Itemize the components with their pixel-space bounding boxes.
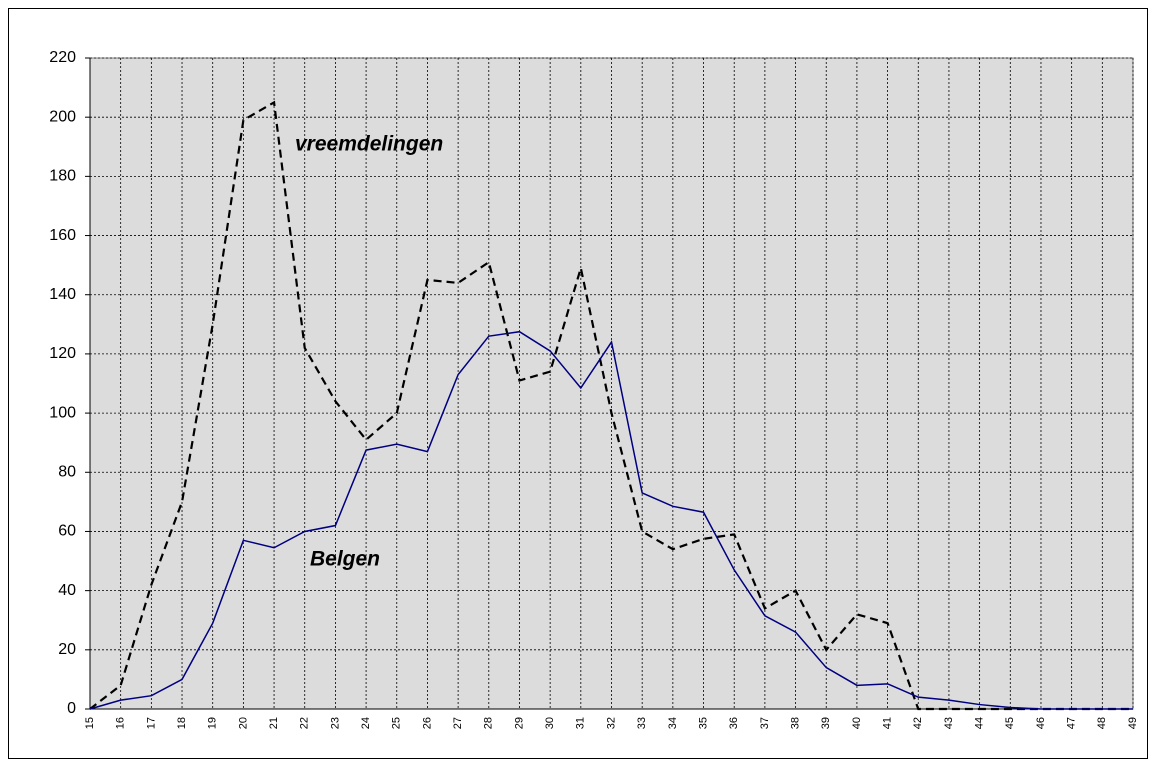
- x-tick-label: 31: [575, 717, 587, 729]
- x-tick-label: 45: [1004, 717, 1016, 729]
- series-annotation: Belgen: [310, 548, 380, 571]
- x-tick-label: 42: [912, 717, 924, 729]
- y-tick-label: 100: [49, 404, 76, 421]
- x-tick-label: 43: [943, 717, 955, 729]
- x-tick-label: 35: [697, 717, 709, 729]
- y-tick-label: 80: [58, 463, 76, 480]
- x-tick-label: 23: [329, 717, 341, 729]
- x-tick-label: 33: [636, 717, 648, 729]
- x-tick-label: 17: [145, 717, 157, 729]
- x-tick-label: 15: [84, 717, 96, 729]
- x-tick-label: 25: [391, 717, 403, 729]
- y-tick-label: 220: [49, 49, 76, 66]
- y-tick-label: 180: [49, 168, 76, 185]
- x-tick-label: 16: [115, 717, 127, 729]
- x-tick-label: 40: [851, 717, 863, 729]
- y-tick-label: 200: [49, 108, 76, 125]
- x-tick-label: 41: [881, 717, 893, 729]
- x-tick-label: 18: [176, 717, 188, 729]
- x-tick-label: 47: [1066, 717, 1078, 729]
- x-tick-label: 28: [483, 717, 495, 729]
- x-tick-label: 38: [789, 717, 801, 729]
- y-tick-label: 120: [49, 345, 76, 362]
- x-tick-label: 24: [360, 717, 372, 729]
- series-annotation: vreemdelingen: [295, 133, 443, 156]
- x-tick-label: 49: [1127, 717, 1139, 729]
- y-tick-label: 60: [58, 523, 76, 540]
- x-tick-label: 46: [1035, 717, 1047, 729]
- x-tick-label: 39: [820, 717, 832, 729]
- x-tick-label: 29: [513, 717, 525, 729]
- y-tick-label: 40: [58, 582, 76, 599]
- x-tick-label: 37: [759, 717, 771, 729]
- y-tick-label: 140: [49, 286, 76, 303]
- y-tick-label: 20: [58, 641, 76, 658]
- series-line: [89, 330, 1133, 710]
- x-tick-label: 32: [605, 717, 617, 729]
- x-tick-label: 21: [268, 717, 280, 729]
- x-tick-label: 30: [544, 717, 556, 729]
- y-tick-label: 160: [49, 227, 76, 244]
- x-tick-label: 26: [421, 717, 433, 729]
- x-tick-label: 27: [452, 717, 464, 729]
- x-tick-label: 36: [728, 717, 740, 729]
- x-tick-label: 34: [667, 717, 679, 729]
- x-tick-label: 44: [974, 717, 986, 729]
- x-tick-label: 19: [207, 717, 219, 729]
- y-tick-label: 0: [67, 700, 76, 717]
- x-tick-label: 22: [299, 717, 311, 729]
- x-tick-label: 20: [237, 717, 249, 729]
- series-line: [89, 100, 1133, 711]
- x-tick-label: 48: [1096, 717, 1108, 729]
